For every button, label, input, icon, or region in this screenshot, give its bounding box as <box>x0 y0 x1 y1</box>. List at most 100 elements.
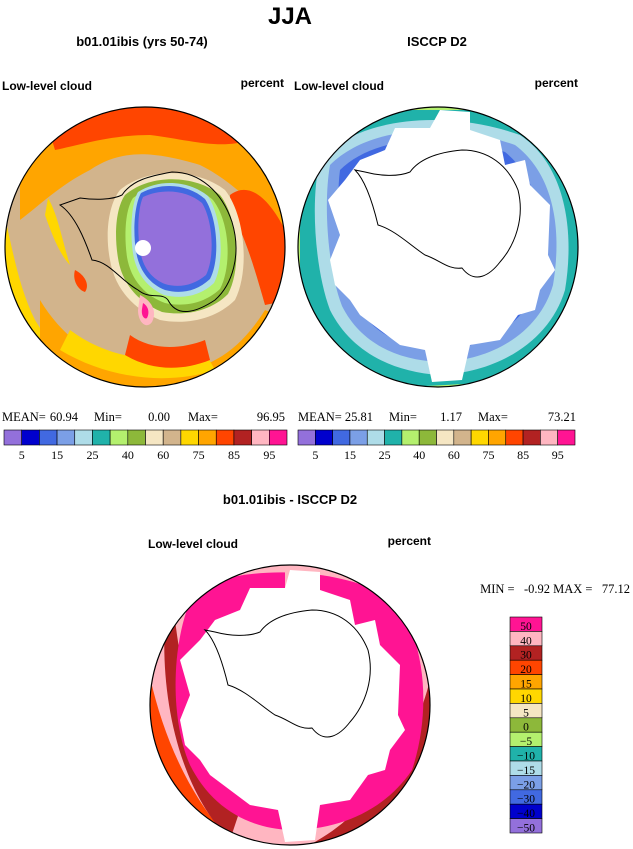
colorbar-model-swatch <box>56 429 76 446</box>
colorbar-obs-swatch <box>453 429 472 446</box>
colorbar-obs-label: 95 <box>552 448 564 462</box>
colorbar-difference-label: −10 <box>517 751 535 763</box>
map-model-interior <box>138 191 212 286</box>
map-model-magenta-patch <box>141 303 149 319</box>
panel-1-min-value: 0.00 <box>148 410 170 424</box>
colorbar-obs-label: 5 <box>312 448 318 462</box>
colorbar-model-swatch <box>198 429 217 446</box>
panel-2-right-label: percent <box>535 76 578 90</box>
map-diff-missing-data <box>180 570 405 842</box>
colorbar-obs-swatch <box>418 429 437 446</box>
diff-subtitle: b01.01ibis - ISCCP D2 <box>223 492 357 507</box>
colorbar-model-swatch <box>251 429 270 446</box>
panel-1-subtitle: b01.01ibis (yrs 50-74) <box>76 34 208 49</box>
panel-1-right-label: percent <box>241 76 284 90</box>
panel-2-mean-label: MEAN= <box>298 410 342 424</box>
colorbar-difference-label: 0 <box>523 722 529 734</box>
colorbar-obs-swatch <box>540 429 558 446</box>
colorbar-difference-label: −50 <box>517 823 535 835</box>
map-model-coastline <box>58 171 237 313</box>
map-obs <box>297 106 579 388</box>
colorbar-difference-label: −15 <box>517 765 535 777</box>
colorbar-model-swatch <box>109 429 129 446</box>
colorbar-difference-label: 30 <box>520 650 532 662</box>
map-diff-border <box>149 564 431 846</box>
colorbar-model: 5 15 25 40 60 75 85 95 <box>3 429 288 462</box>
colorbar-difference-label: 15 <box>520 679 532 691</box>
colorbar-difference-label: −20 <box>517 779 535 791</box>
diff-min-max: MIN = -0.92 MAX = 77.12 <box>480 582 630 596</box>
colorbar-difference-label: 20 <box>520 664 532 676</box>
panel-2-min-value: 1.17 <box>440 410 462 424</box>
colorbar-obs-swatch <box>505 429 524 446</box>
colorbar-model-label: 75 <box>193 448 205 462</box>
colorbar-model-label: 85 <box>228 448 240 462</box>
colorbar-difference-label: −5 <box>520 736 532 748</box>
colorbar-obs-swatch <box>488 429 507 446</box>
colorbar-obs-label: 40 <box>413 448 425 462</box>
colorbar-obs-swatch <box>384 429 403 446</box>
colorbar-difference-label: 40 <box>520 635 532 647</box>
panel-2-min-label: Min= <box>389 410 417 424</box>
colorbar-model-label: 40 <box>122 448 134 462</box>
map-model-pole-hole <box>135 240 151 256</box>
colorbar-obs-label: 75 <box>482 448 494 462</box>
colorbar-model-swatch <box>162 429 182 446</box>
colorbar-model-swatch <box>3 429 22 446</box>
panel-1-max-value: 96.95 <box>257 410 285 424</box>
colorbar-difference-label: 10 <box>520 693 532 705</box>
map-obs-border <box>297 106 579 388</box>
map-model-yellow-peninsula <box>45 198 70 265</box>
colorbar-obs-label: 25 <box>379 448 391 462</box>
panel-2-subtitle: ISCCP D2 <box>407 34 467 49</box>
colorbar-obs-label: 85 <box>517 448 529 462</box>
colorbar-obs-label: 15 <box>344 448 356 462</box>
panel-2-stats: MEAN= 25.81 Min= 1.17 Max= 73.21 <box>298 410 576 424</box>
colorbar-model-label: 25 <box>86 448 98 462</box>
panel-1-mean-label: MEAN= <box>2 410 46 424</box>
diff-right-label: percent <box>388 534 431 548</box>
colorbar-model-label: 5 <box>19 448 25 462</box>
colorbar-obs-swatch <box>470 429 489 446</box>
colorbar-difference-swatch <box>509 818 543 834</box>
panel-1-stats: MEAN= 60.94 Min= 0.00 Max= 96.95 <box>2 410 285 424</box>
map-model-red-south <box>125 335 210 368</box>
colorbar-obs-swatch <box>315 429 333 446</box>
colorbar-model-swatch <box>74 429 93 446</box>
colorbar-obs-swatch <box>401 429 420 446</box>
panel-1-mean-value: 60.94 <box>50 410 79 424</box>
colorbar-model-label: 15 <box>51 448 63 462</box>
colorbar-model-swatch <box>180 429 199 446</box>
colorbar-obs-swatch <box>349 429 368 446</box>
panel-1-min-label: Min= <box>94 410 122 424</box>
colorbar-difference-label: −30 <box>517 794 535 806</box>
colorbar-model-swatch <box>215 429 235 446</box>
map-model-red-east <box>230 190 285 305</box>
map-model-red-patch <box>74 270 87 292</box>
colorbar-obs-swatch <box>436 429 455 446</box>
colorbar-model-label: 60 <box>157 448 169 462</box>
diff-left-label: Low-level cloud <box>148 537 238 551</box>
colorbar-difference-label: 5 <box>523 707 529 719</box>
panel-2-mean-value: 25.81 <box>345 410 373 424</box>
map-model-border <box>4 106 286 388</box>
map-obs-missing-data <box>328 110 555 382</box>
colorbar-difference-label: 50 <box>520 621 532 633</box>
colorbar-model-swatch <box>92 429 111 446</box>
colorbar-obs: 5 15 25 40 60 75 85 95 <box>297 429 576 462</box>
colorbar-model-swatch <box>269 429 288 446</box>
colorbar-model-swatch <box>39 429 58 446</box>
panel-2-max-value: 73.21 <box>548 410 576 424</box>
colorbar-obs-swatch <box>297 429 316 446</box>
map-diff <box>149 564 431 846</box>
colorbar-obs-swatch <box>332 429 351 446</box>
colorbar-obs-label: 60 <box>448 448 460 462</box>
panel-1-max-label: Max= <box>188 410 218 424</box>
figure-title: JJA <box>268 3 312 30</box>
map-diff-coastline <box>203 609 371 738</box>
colorbar-model-swatch <box>145 429 164 446</box>
colorbar-obs-swatch <box>557 429 576 446</box>
colorbar-model-swatch <box>127 429 146 446</box>
